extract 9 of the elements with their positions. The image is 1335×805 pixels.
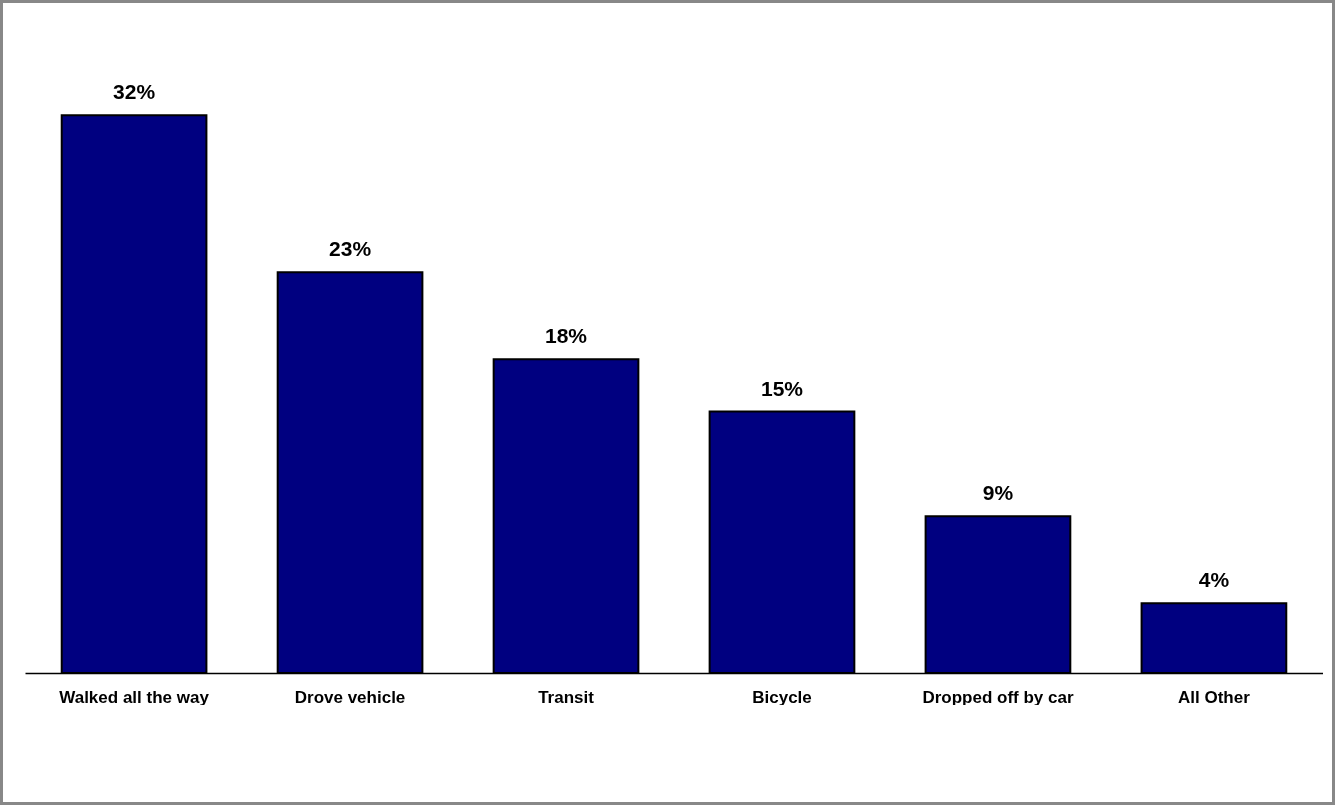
data-label: 4%	[1198, 568, 1230, 592]
data-label: 15%	[760, 376, 804, 400]
x-tick-label: Drove vehicle	[294, 687, 406, 707]
x-tick-label: Transit	[538, 687, 595, 707]
data-label: 32%	[113, 80, 156, 104]
data-label: 9%	[982, 481, 1014, 505]
data-label: 23%	[329, 237, 372, 261]
x-tick-label: All Other	[1178, 687, 1251, 707]
data-label: 18%	[545, 324, 588, 348]
